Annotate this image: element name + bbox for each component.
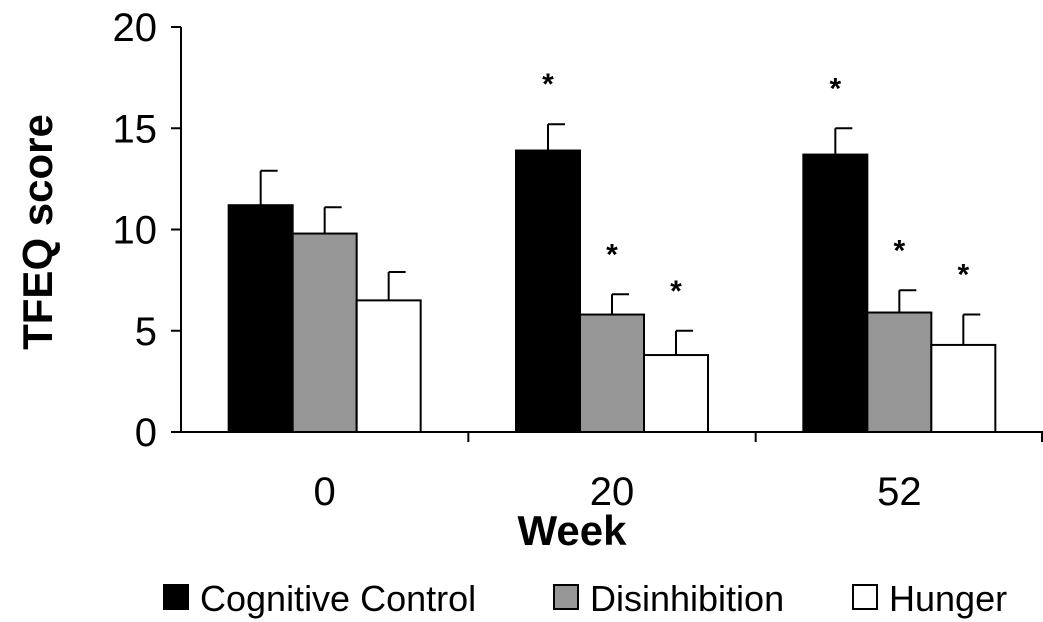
x-axis-title: Week <box>518 507 628 554</box>
bar <box>579 313 645 433</box>
y-axis-title: TFEQ score <box>14 114 61 350</box>
significance-marker: * <box>670 275 682 308</box>
significance-marker: * <box>606 238 618 271</box>
y-tick-label: 5 <box>135 310 157 354</box>
legend-label-disinhibition: Disinhibition <box>590 578 784 619</box>
legend-swatch-cognitive-control <box>163 584 189 610</box>
bar <box>227 204 294 433</box>
legend: Cognitive Control Disinhibition Hunger <box>163 578 1007 619</box>
significance-marker: * <box>893 234 905 267</box>
x-tick-label: 20 <box>590 470 635 514</box>
bar <box>866 311 933 433</box>
bar <box>802 153 869 433</box>
significance-marker: * <box>829 72 841 105</box>
bar <box>291 232 358 433</box>
y-tick-label: 10 <box>113 209 158 253</box>
legend-swatch-hunger <box>852 584 878 610</box>
bar <box>515 149 581 433</box>
legend-label-cognitive-control: Cognitive Control <box>200 578 476 619</box>
ticks-layer: 0 5 10 15 20 0 20 52 <box>113 6 1043 514</box>
bar <box>643 354 709 433</box>
legend-swatch-disinhibition <box>553 584 579 610</box>
significance-marker: * <box>957 259 969 292</box>
y-tick-label: 15 <box>113 107 158 151</box>
y-tick-label: 0 <box>135 411 157 455</box>
legend-label-hunger: Hunger <box>889 578 1007 619</box>
significance-marker: * <box>542 68 554 101</box>
bar <box>355 299 422 433</box>
bars-layer: * * * * * * <box>227 68 997 433</box>
bar <box>930 343 997 433</box>
x-tick-label: 52 <box>877 470 922 514</box>
x-tick-label: 0 <box>314 470 336 514</box>
y-tick-label: 20 <box>113 6 158 50</box>
